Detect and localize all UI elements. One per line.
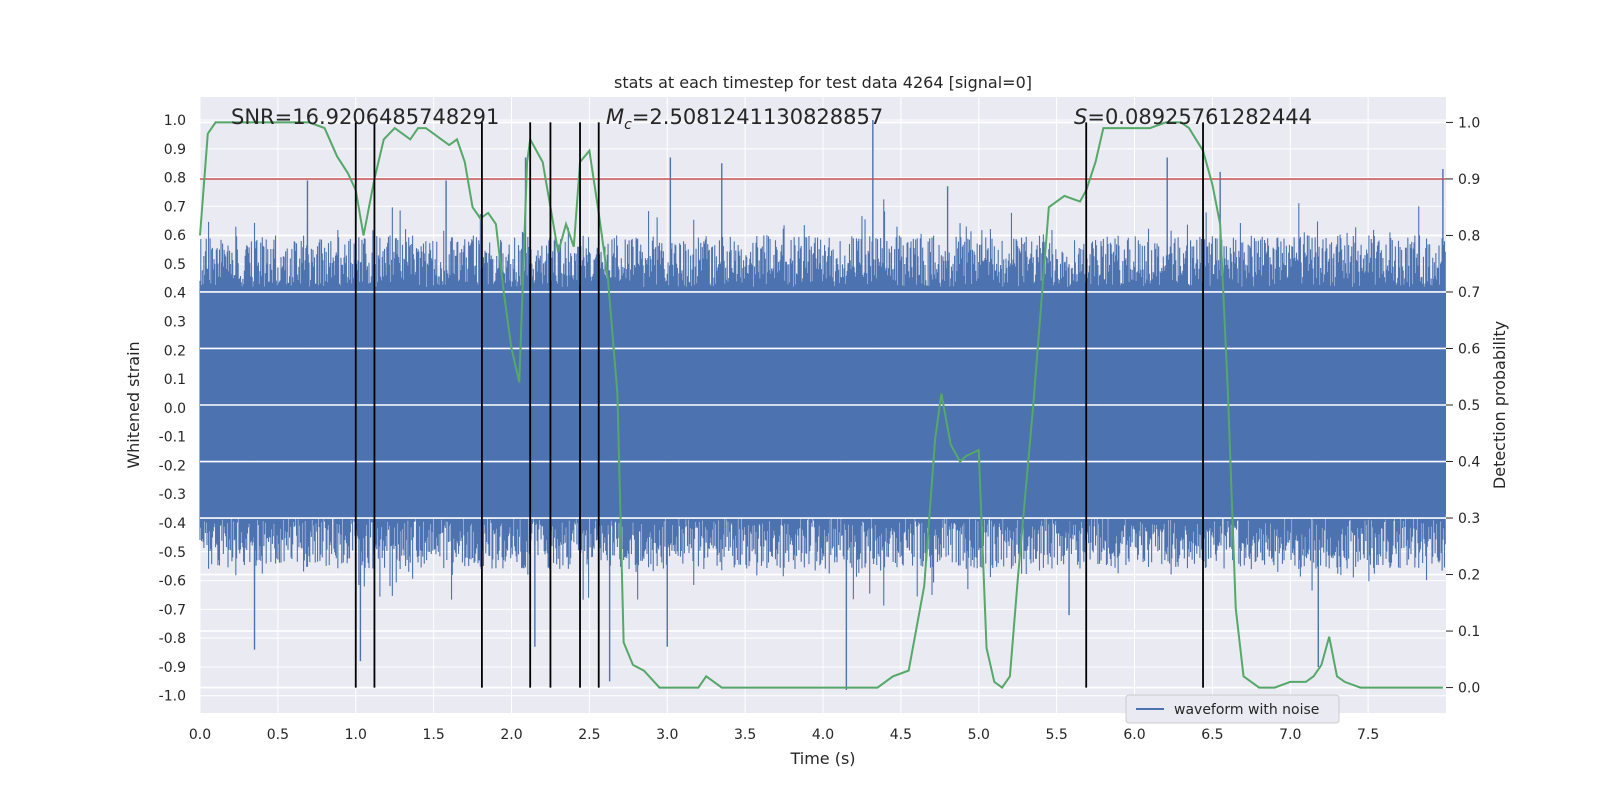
x-tick-label: 4.0 (812, 727, 834, 743)
x-tick-label: 7.5 (1357, 727, 1379, 743)
right-y-tick-label: 0.5 (1458, 398, 1480, 414)
x-axis-label: Time (s) (789, 749, 855, 768)
chirp-mass-symbol: M (606, 105, 624, 129)
chirp-mass-subscript: c (624, 117, 632, 133)
left-y-tick-label: 0.5 (164, 257, 186, 273)
left-y-tick-label: 0.4 (164, 286, 186, 302)
snr-annotation: SNR=16.9206485748291 (231, 105, 499, 129)
left-y-tick-label: -0.9 (159, 660, 186, 676)
left-y-tick-label: -0.4 (159, 516, 186, 532)
left-y-tick-label: -1.0 (159, 689, 186, 705)
x-tick-label: 1.0 (345, 727, 367, 743)
left-y-tick-label: 0.0 (164, 401, 186, 417)
left-y-tick-label: -0.8 (159, 631, 186, 647)
left-y-tick-label: -0.6 (159, 574, 186, 590)
x-tick-label: 3.5 (734, 727, 756, 743)
chirp-mass-annotation: Mc=2.5081241130828857 (606, 105, 883, 133)
left-y-tick-label: -0.7 (159, 602, 186, 618)
left-y-axis-label: Whitened strain (124, 341, 143, 468)
x-tick-label: 1.5 (422, 727, 444, 743)
left-y-tick-label: 0.6 (164, 228, 186, 244)
left-y-tick-label: 0.9 (164, 142, 186, 158)
probability-series (199, 121, 1443, 689)
probability-line (199, 121, 1443, 689)
left-y-tick-label: 0.7 (164, 199, 186, 215)
right-y-tick-label: 0.2 (1458, 568, 1480, 584)
vertical-markers (354, 122, 1204, 688)
left-y-tick-label: 0.3 (164, 315, 186, 331)
x-tick-label: 0.0 (189, 727, 211, 743)
waveform-series (199, 120, 1446, 690)
left-y-tick-label: 1.0 (164, 113, 186, 129)
x-tick-label: 2.5 (578, 727, 600, 743)
x-tick-label: 7.0 (1279, 727, 1301, 743)
chart-title: stats at each timestep for test data 426… (614, 73, 1032, 92)
s-annotation: S=0.08925761282444 (1074, 105, 1312, 129)
legend: waveform with noise (1125, 694, 1340, 724)
waveform-line (199, 199, 1446, 606)
legend-label: waveform with noise (1174, 702, 1319, 718)
right-y-tick-label: 1.0 (1458, 115, 1480, 131)
chirp-mass-value: =2.5081241130828857 (632, 105, 883, 129)
x-tick-label: 0.5 (267, 727, 289, 743)
left-y-tick-labels: 1.0 0.9 0.8 0.7 0.6 0.5 0.4 0.3 0.2 0.1 0.0 -0.1 -0.… (159, 113, 186, 705)
right-y-axis-label: Detection probability (1490, 321, 1509, 489)
right-y-tick-label: 0.7 (1458, 285, 1480, 301)
left-y-tick-label: 0.8 (164, 171, 186, 187)
left-y-tick-label: -0.2 (159, 458, 186, 474)
x-tick-label: 6.0 (1123, 727, 1145, 743)
left-y-tick-label: 0.2 (164, 343, 186, 359)
x-tick-label: 2.0 (500, 727, 522, 743)
x-tick-label: 4.5 (890, 727, 912, 743)
right-y-tick-label: 0.8 (1458, 228, 1480, 244)
left-y-tick-label: -0.3 (159, 487, 186, 503)
right-y-tick-labels: 1.0 0.9 0.8 0.7 0.6 0.5 0.4 0.3 0.2 0.1 0.0 (1446, 115, 1480, 697)
right-y-tick-label: 0.4 (1458, 455, 1480, 471)
right-y-tick-label: 0.3 (1458, 511, 1480, 527)
legend-box (1125, 694, 1340, 724)
left-y-tick-label: -0.1 (159, 430, 186, 446)
right-y-tick-label: 0.1 (1458, 624, 1480, 640)
right-y-tick-label: 0.6 (1458, 341, 1480, 357)
s-value: =0.08925761282444 (1087, 105, 1312, 129)
x-tick-label: 5.0 (968, 727, 990, 743)
s-symbol: S (1074, 105, 1087, 129)
left-y-tick-label: 0.1 (164, 372, 186, 388)
right-y-tick-label: 0.0 (1458, 681, 1480, 697)
x-tick-label: 6.5 (1201, 727, 1223, 743)
x-tick-label: 5.5 (1045, 727, 1067, 743)
x-tick-labels: 0.0 0.5 1.0 1.5 2.0 2.5 3.0 3.5 4.0 4.5 5.0 5.5 6.0 6… (189, 727, 1379, 743)
x-tick-label: 3.0 (656, 727, 678, 743)
right-y-tick-label: 0.9 (1458, 172, 1480, 188)
left-y-tick-label: -0.5 (159, 545, 186, 561)
